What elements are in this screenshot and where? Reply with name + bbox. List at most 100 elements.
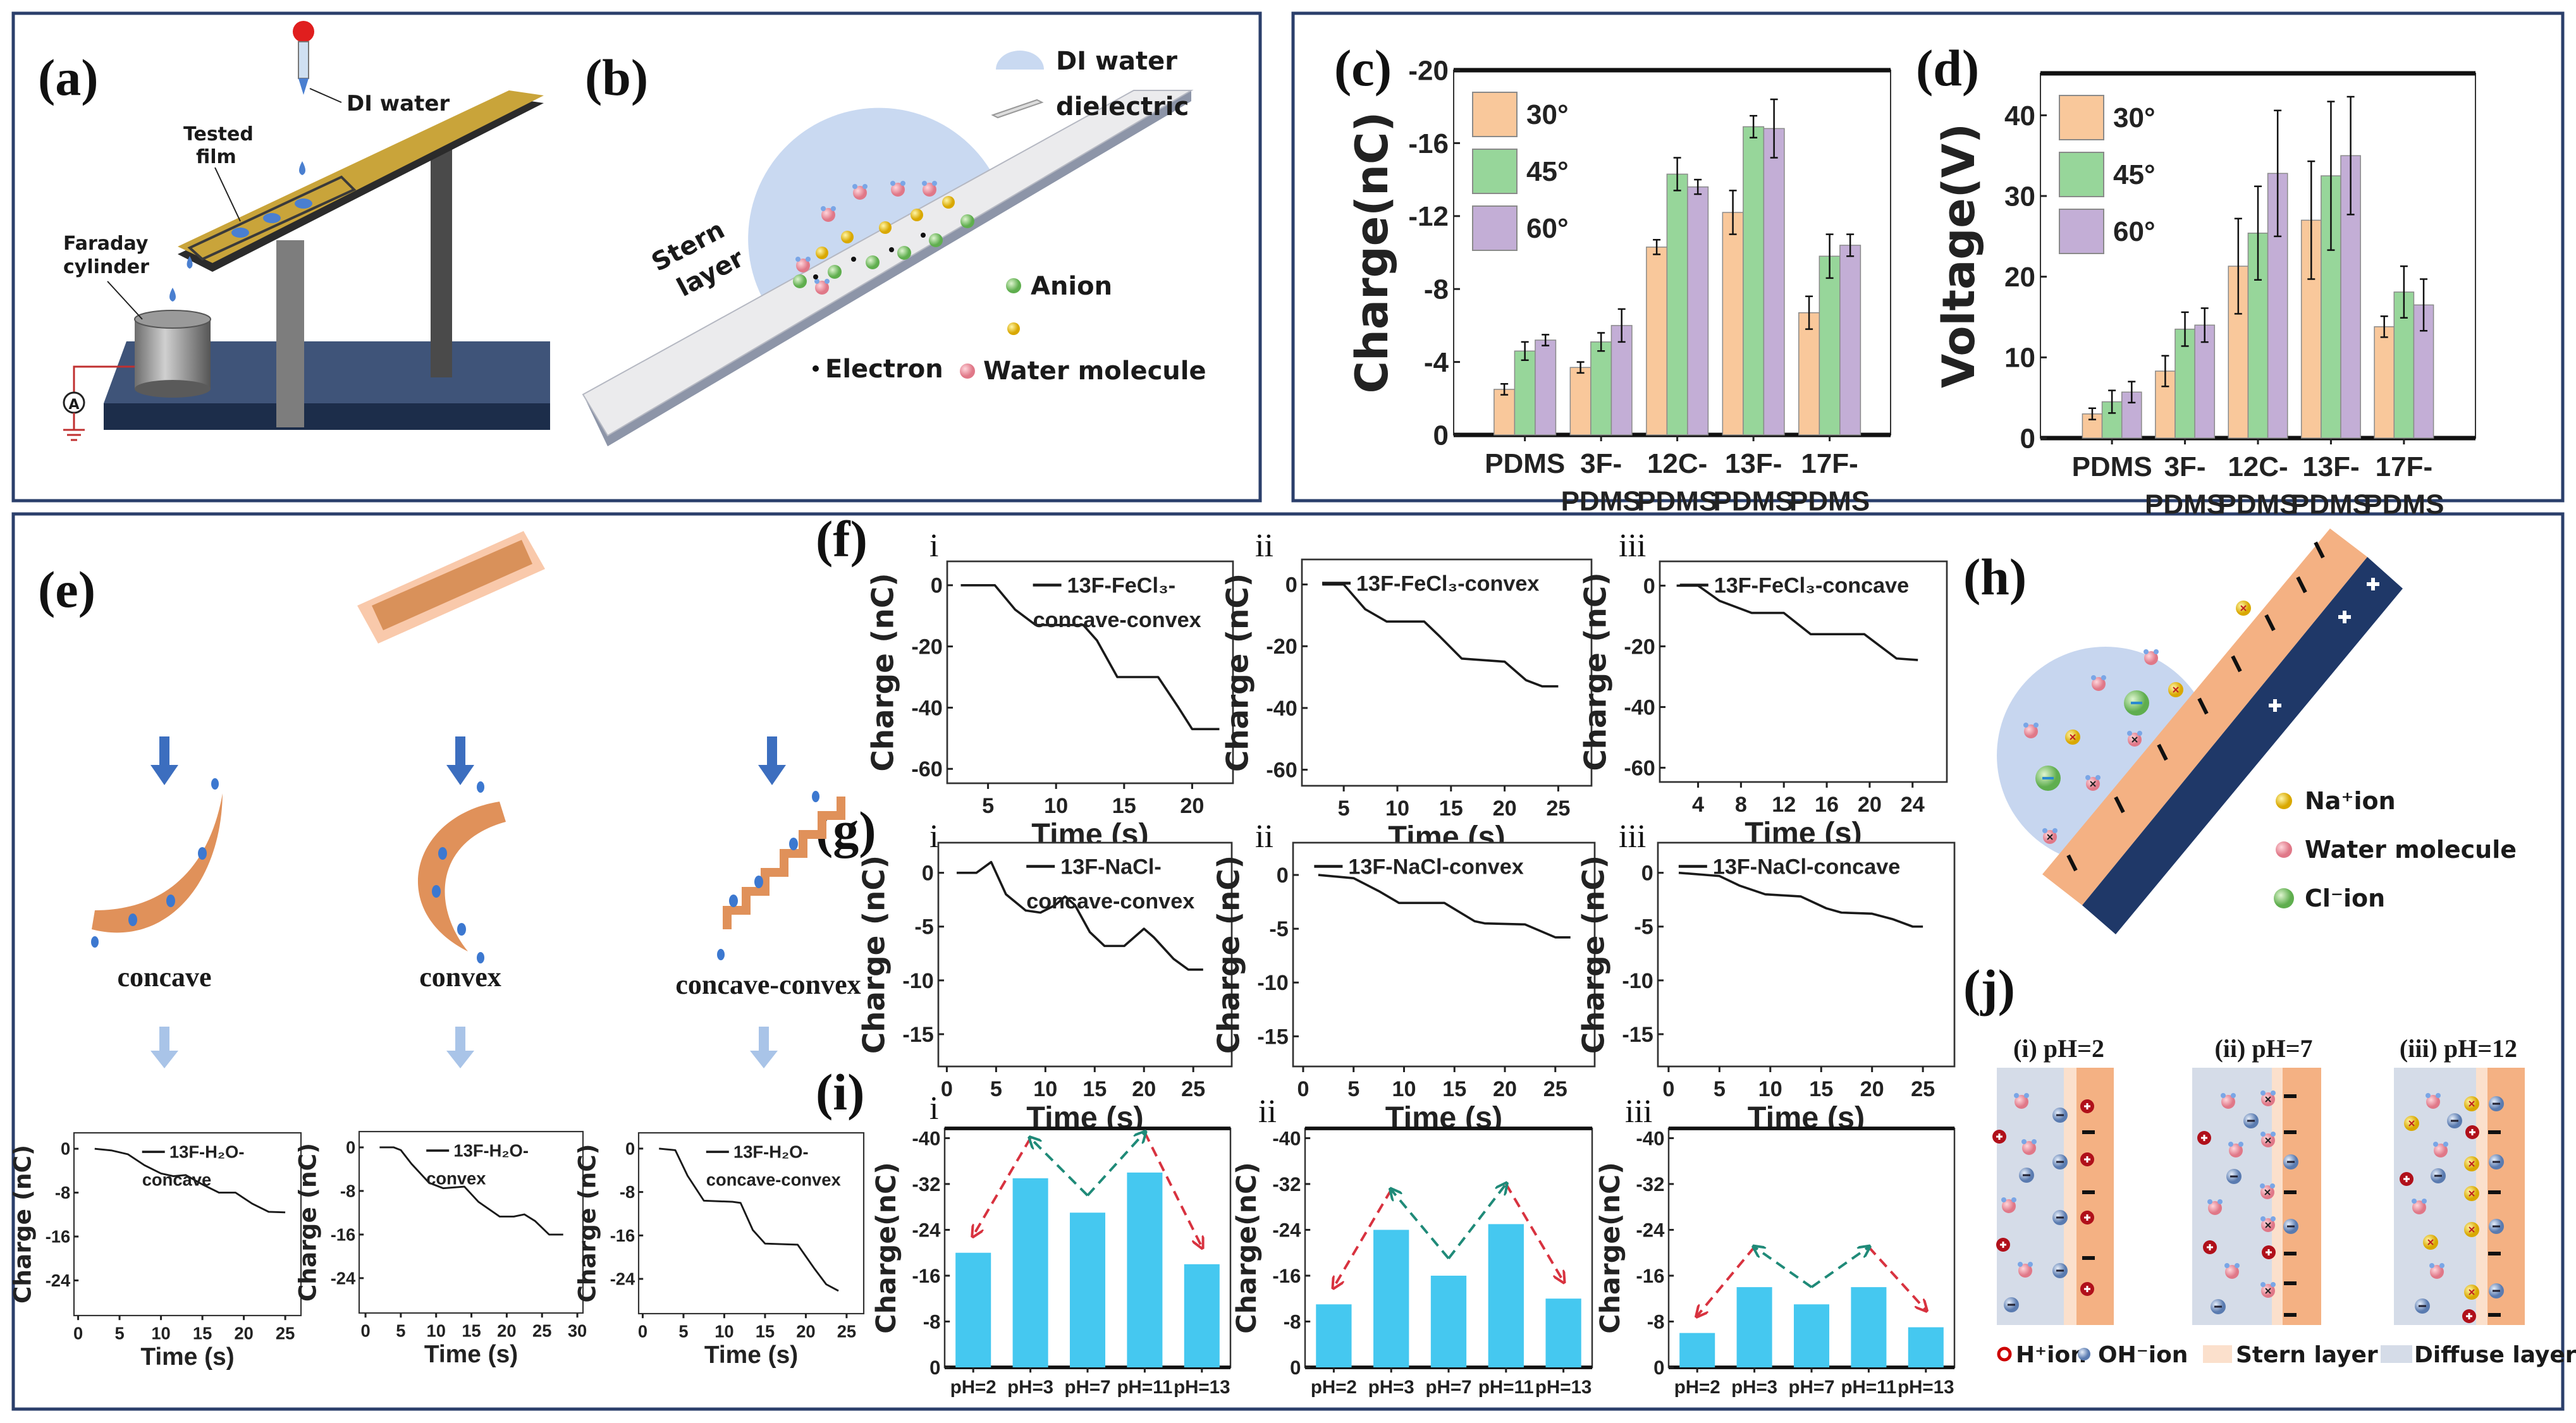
drop-on-film xyxy=(231,228,249,238)
y-tick-label: -24 xyxy=(1636,1219,1665,1241)
error-bar xyxy=(2254,185,2262,281)
oh-ion-icon xyxy=(2004,1297,2019,1312)
y-tick-label: -16 xyxy=(610,1226,635,1245)
plus-sign xyxy=(1996,1133,2003,1140)
error-bar xyxy=(2307,160,2315,280)
h-atom xyxy=(2271,1090,2276,1096)
h-atom xyxy=(2412,1199,2417,1204)
h-atom xyxy=(2224,1263,2229,1268)
x-tick-label: 15 xyxy=(462,1321,481,1340)
panel-label-i: (i) xyxy=(816,1063,864,1121)
error-bar xyxy=(2108,389,2116,414)
wire xyxy=(73,365,135,393)
x-tick-label: 8 xyxy=(1735,793,1747,817)
water-icon xyxy=(2429,1263,2444,1279)
h-atom xyxy=(2018,1262,2023,1267)
minus-icon xyxy=(2488,1313,2501,1317)
series-line xyxy=(960,583,1220,731)
bar xyxy=(1851,1287,1887,1367)
cation-icon xyxy=(841,231,854,243)
trend-arrow-green xyxy=(1391,1190,1450,1260)
x-tick-label: 20 xyxy=(1860,1077,1884,1101)
h-ion-icon xyxy=(2465,1125,2479,1139)
sub-g-iii: iii xyxy=(1619,819,1646,855)
charge-mark xyxy=(2469,1226,2475,1233)
y-tick-label: -10 xyxy=(1622,969,1653,993)
legend-label: convex xyxy=(426,1168,486,1188)
h-atom xyxy=(2011,1197,2016,1202)
charge-mark xyxy=(2469,1289,2475,1295)
error-bar xyxy=(2181,311,2189,347)
y-tick-label: -10 xyxy=(902,969,933,993)
plus-sign xyxy=(2469,1129,2475,1135)
minus-icon xyxy=(2284,1313,2297,1317)
faraday-cylinder-body xyxy=(135,319,211,389)
pointer-faraday xyxy=(107,281,143,320)
x-tick-label: 5 xyxy=(396,1321,405,1340)
x-tick-label: 25 xyxy=(1181,1077,1205,1101)
y-tick-label: -5 xyxy=(1269,917,1288,941)
electron-icon xyxy=(813,274,818,279)
water-x-icon xyxy=(2260,1216,2276,1232)
water-x-icon xyxy=(2260,1183,2275,1199)
h-atom xyxy=(2228,1142,2233,1147)
minus-icon xyxy=(2488,1190,2501,1194)
minus-mark xyxy=(2284,1252,2297,1255)
y-tick-label: -15 xyxy=(1622,1023,1653,1047)
y-tick-label: -32 xyxy=(1636,1173,1664,1195)
na-ion-icon xyxy=(2404,1116,2419,1131)
x-category-label: pH=7 xyxy=(1789,1377,1835,1398)
x-tick-label: 4 xyxy=(1692,793,1704,817)
x-axis-label: Time (s) xyxy=(704,1341,798,1369)
y-axis-label: Charge(nC) xyxy=(871,1162,902,1333)
h-atom xyxy=(821,206,826,211)
ion-body xyxy=(923,183,936,197)
dash-icon xyxy=(2197,697,2209,715)
y-tick-label: 0 xyxy=(931,574,943,598)
oh-ion-icon xyxy=(2243,1113,2259,1128)
plus-sign xyxy=(2266,1249,2272,1255)
minus-mark xyxy=(2066,854,2078,872)
plot-frame xyxy=(1292,841,1596,1068)
legend-label: concave-convex xyxy=(706,1170,842,1189)
plot-frame xyxy=(358,1130,584,1314)
charge-mark xyxy=(2265,1096,2271,1102)
y-tick-label: 0 xyxy=(1290,1357,1301,1379)
water-x-icon xyxy=(2260,1132,2276,1147)
y-tick-label: 0 xyxy=(2020,423,2035,454)
series-line xyxy=(94,1147,286,1214)
error-bar xyxy=(1750,114,1758,138)
legend-swatch xyxy=(2059,209,2104,254)
film-layer xyxy=(2283,1068,2321,1325)
plus-sign xyxy=(2084,1156,2090,1163)
convex-shape xyxy=(417,802,506,951)
water-x-icon xyxy=(2085,775,2101,791)
x-tick-label: 20 xyxy=(497,1321,516,1340)
chart-i3: 0 -8 -16 -24 -32 -40 Charge(nC) pH=2 pH=3 pH=7 pH=… xyxy=(1595,1127,1956,1398)
label-concave-convex: concave-convex xyxy=(675,969,861,1000)
ion-body xyxy=(2434,1144,2448,1157)
concave-convex-shape xyxy=(723,797,845,929)
water-icon xyxy=(2001,1197,2016,1213)
plus-w-icon xyxy=(2367,578,2379,590)
error-bar xyxy=(2274,109,2282,238)
oh-ion-icon xyxy=(2447,1113,2462,1128)
legend-label: 60° xyxy=(1526,213,1569,244)
h-atom xyxy=(2433,1142,2438,1147)
ion-body xyxy=(866,255,880,269)
ion-body xyxy=(2144,651,2158,665)
charge-mark xyxy=(2469,1101,2475,1107)
y-axis-label: Charge(nC) xyxy=(1346,112,1398,394)
bar xyxy=(1488,1224,1524,1367)
x-tick-label: 15 xyxy=(1809,1077,1833,1101)
bar xyxy=(955,1252,991,1367)
water-x-icon xyxy=(2042,828,2058,844)
y-tick-label: -16 xyxy=(1408,128,1449,159)
y-tick-label: -40 xyxy=(1624,695,1655,719)
pointer-tested-film xyxy=(214,167,241,222)
error-bar xyxy=(1500,382,1509,396)
subpanel-labels: i ii iii i ii iii i ii iii xyxy=(929,528,1652,1130)
h-atom xyxy=(2217,1199,2223,1204)
x-category-label: 12C- xyxy=(2228,451,2288,482)
